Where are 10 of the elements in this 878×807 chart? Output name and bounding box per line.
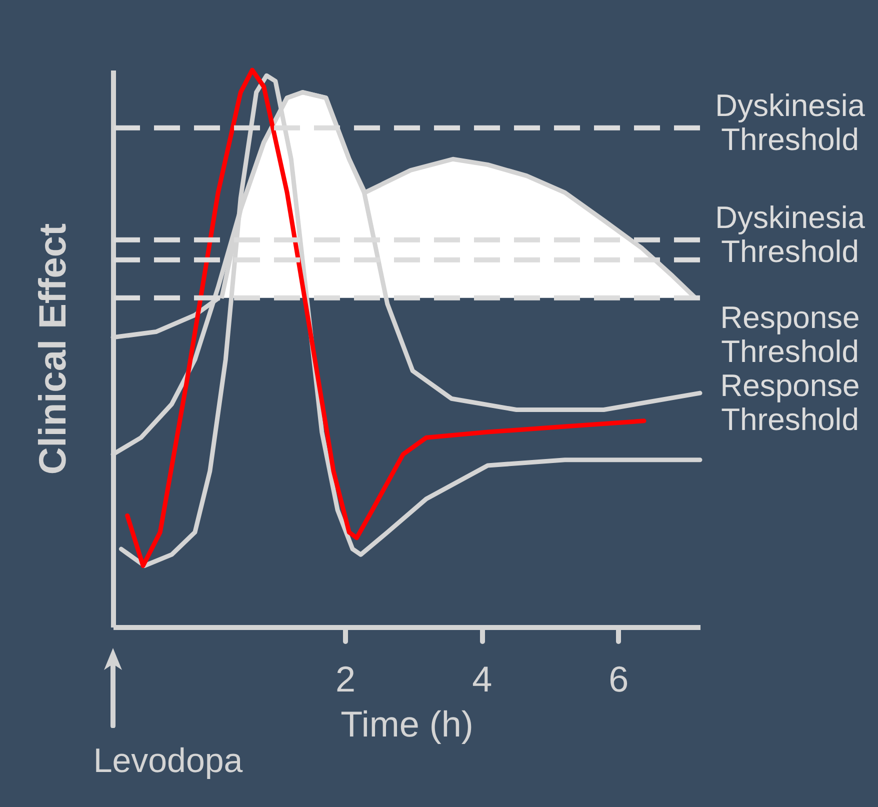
ref-line-label: Dyskinesia Threshold (715, 88, 866, 157)
ref-line-label: Response Threshold (720, 368, 860, 437)
x-tick-label: 2 (336, 658, 356, 700)
ref-line-label: Response Threshold (720, 300, 860, 369)
x-tick-label: 6 (608, 658, 629, 700)
text: Levodopa (93, 742, 243, 780)
x-tick-label: 4 (472, 658, 492, 700)
y-axis-title: Clinical Effect (32, 223, 74, 475)
ref-line-label: Dyskinesia Threshold (715, 200, 866, 269)
x-axis-title: Time (h) (340, 704, 474, 744)
